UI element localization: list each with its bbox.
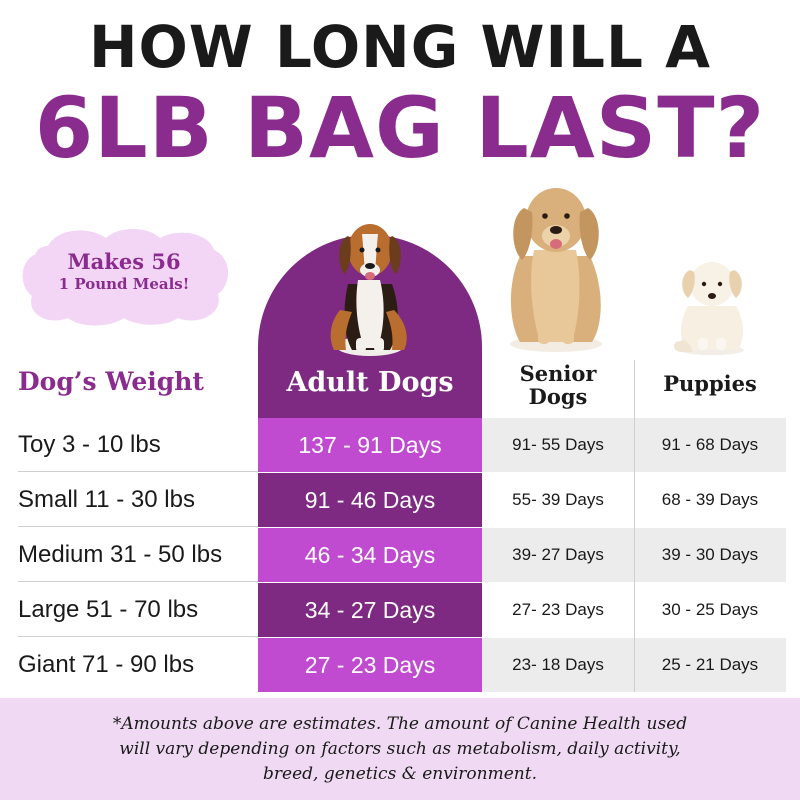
badge-line-2: 1 Pound Meals! <box>58 275 190 293</box>
column-divider <box>634 360 635 692</box>
header-senior-line-1: Senior <box>519 361 597 386</box>
golden-retriever-image <box>510 188 602 352</box>
puppy-days-cell: 91 - 68 Days <box>634 418 786 472</box>
header-adult-dogs: Adult Dogs <box>286 367 454 398</box>
headline-line-1: HOW LONG WILL A <box>88 13 712 81</box>
row-divider <box>18 526 258 527</box>
badge-cloud-shape <box>22 229 229 326</box>
table-row: Medium 31 - 50 lbs 46 - 34 Days 39- 27 D… <box>0 528 800 582</box>
header-dogs-weight: Dog’s Weight <box>18 367 204 396</box>
table-row: Large 51 - 70 lbs 34 - 27 Days 27- 23 Da… <box>0 583 800 637</box>
meals-badge: Makes 56 1 Pound Meals! <box>18 226 230 326</box>
adult-days-cell: 34 - 27 Days <box>258 583 482 637</box>
puppy-days-cell: 39 - 30 Days <box>634 528 786 582</box>
disclaimer-footer: *Amounts above are estimates. The amount… <box>0 698 800 800</box>
weight-cell: Medium 31 - 50 lbs <box>18 541 223 568</box>
adult-days-cell: 46 - 34 Days <box>258 528 482 582</box>
table-row: Toy 3 - 10 lbs 137 - 91 Days 91- 55 Days… <box>0 418 800 472</box>
row-divider <box>18 471 258 472</box>
weight-cell: Small 11 - 30 lbs <box>18 486 195 513</box>
senior-days-cell: 23- 18 Days <box>482 638 634 692</box>
puppy-days-cell: 30 - 25 Days <box>634 583 786 637</box>
puppy-days-cell: 25 - 21 Days <box>634 638 786 692</box>
weight-cell: Giant 71 - 90 lbs <box>18 651 195 678</box>
senior-days-cell: 91- 55 Days <box>482 418 634 472</box>
header-senior-dogs: Senior Dogs <box>482 362 634 408</box>
white-puppy-image <box>674 262 744 355</box>
adult-days-cell: 27 - 23 Days <box>258 638 482 692</box>
row-divider <box>18 581 258 582</box>
senior-days-cell: 27- 23 Days <box>482 583 634 637</box>
row-divider <box>18 636 258 637</box>
disclaimer-line-3: breed, genetics & environment. <box>263 764 537 784</box>
senior-days-cell: 39- 27 Days <box>482 528 634 582</box>
weight-cell: Toy 3 - 10 lbs <box>18 431 161 458</box>
header-puppies: Puppies <box>663 371 757 396</box>
disclaimer-line-1: *Amounts above are estimates. The amount… <box>112 714 688 734</box>
weight-cell: Large 51 - 70 lbs <box>18 596 199 623</box>
adult-days-cell: 91 - 46 Days <box>258 473 482 527</box>
senior-days-cell: 55- 39 Days <box>482 473 634 527</box>
beagle-dog-image <box>330 224 407 356</box>
table-row: Small 11 - 30 lbs 91 - 46 Days 55- 39 Da… <box>0 473 800 527</box>
header-senior-line-2: Dogs <box>528 384 588 410</box>
headline-line-2: 6LB BAG LAST? <box>34 79 766 177</box>
table-row: Giant 71 - 90 lbs 27 - 23 Days 23- 18 Da… <box>0 638 800 692</box>
puppy-days-cell: 68 - 39 Days <box>634 473 786 527</box>
disclaimer-line-2: will vary depending on factors such as m… <box>119 739 681 759</box>
disclaimer-text: *Amounts above are estimates. The amount… <box>40 712 760 787</box>
adult-days-cell: 137 - 91 Days <box>258 418 482 472</box>
badge-line-1: Makes 56 <box>67 249 181 274</box>
